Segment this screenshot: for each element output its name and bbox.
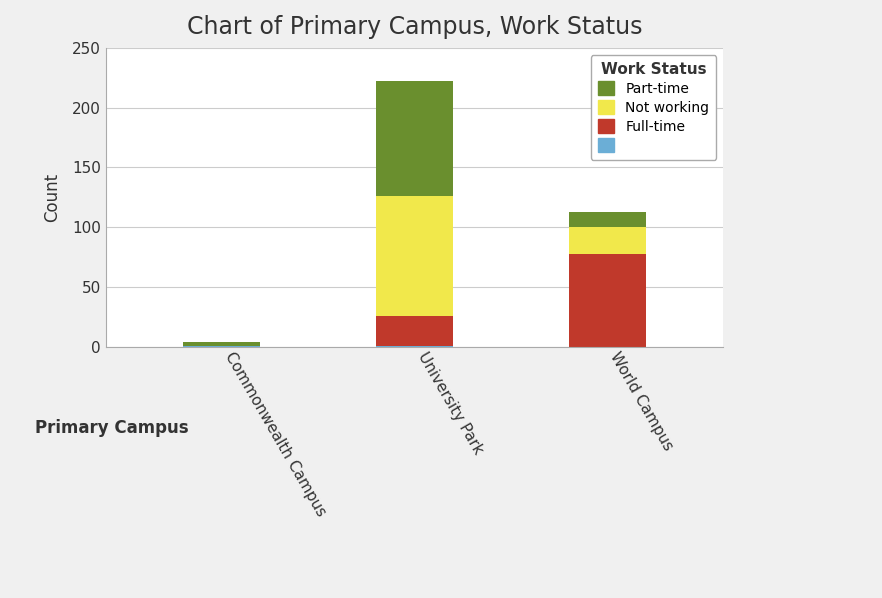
Legend: Part-time, Not working, Full-time, : Part-time, Not working, Full-time, (591, 55, 716, 160)
Bar (569, 227, 646, 254)
Bar (569, 254, 646, 347)
Bar (376, 316, 453, 346)
Bar (376, 346, 453, 347)
Bar (569, 212, 646, 227)
Bar (183, 342, 260, 346)
Bar (376, 81, 453, 196)
Bar (376, 196, 453, 316)
Y-axis label: Count: Count (43, 173, 61, 222)
Bar (183, 346, 260, 347)
Text: Primary Campus: Primary Campus (35, 419, 189, 437)
Title: Chart of Primary Campus, Work Status: Chart of Primary Campus, Work Status (187, 15, 642, 39)
